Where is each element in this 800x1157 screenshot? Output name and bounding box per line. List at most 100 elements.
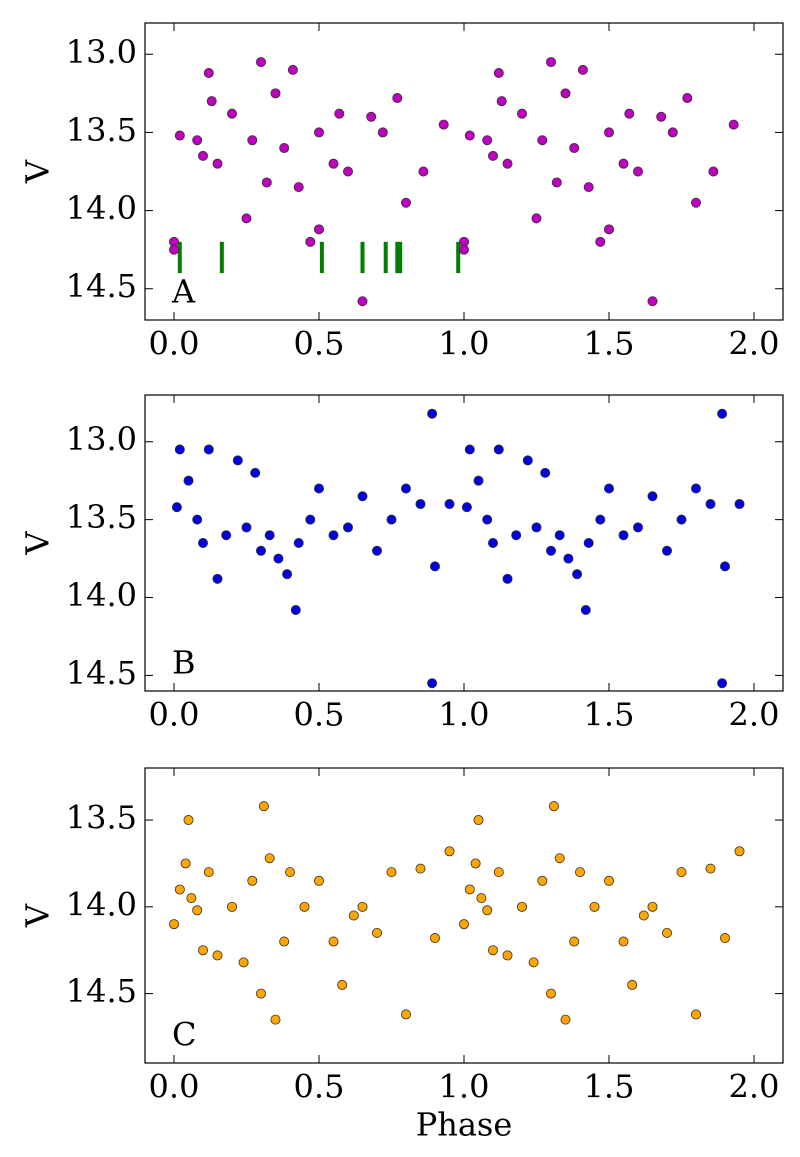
data-point bbox=[502, 573, 513, 584]
y-tick-label: 14.0 bbox=[66, 885, 137, 923]
y-tick-label: 13.5 bbox=[66, 799, 137, 837]
y-axis-label: V bbox=[19, 159, 57, 184]
data-point bbox=[255, 988, 266, 999]
data-point bbox=[212, 158, 223, 169]
data-point bbox=[473, 475, 484, 486]
data-point bbox=[476, 893, 487, 904]
data-point bbox=[386, 514, 397, 525]
data-point bbox=[575, 867, 586, 878]
data-point bbox=[560, 88, 571, 99]
data-point bbox=[624, 108, 635, 119]
data-point bbox=[583, 182, 594, 193]
x-axis-label: Phase bbox=[416, 1106, 513, 1144]
data-point bbox=[264, 530, 275, 541]
y-tick-label: 14.0 bbox=[66, 576, 137, 614]
data-point bbox=[247, 875, 258, 886]
data-point bbox=[197, 150, 208, 161]
data-point bbox=[493, 68, 504, 79]
data-point bbox=[273, 553, 284, 564]
data-point bbox=[180, 858, 191, 869]
data-point bbox=[717, 408, 728, 419]
data-point bbox=[337, 979, 348, 990]
data-point bbox=[427, 678, 438, 689]
data-point bbox=[461, 502, 472, 513]
data-point bbox=[342, 522, 353, 533]
x-tick-label: 1.5 bbox=[584, 696, 635, 734]
data-point bbox=[305, 514, 316, 525]
data-point bbox=[633, 522, 644, 533]
y-tick-label: 13.5 bbox=[66, 111, 137, 149]
data-point bbox=[691, 197, 702, 208]
y-tick-label: 14.5 bbox=[66, 267, 137, 305]
data-point bbox=[392, 93, 403, 104]
data-point bbox=[548, 801, 559, 812]
data-point bbox=[293, 538, 304, 549]
data-point bbox=[313, 127, 324, 138]
data-point bbox=[197, 538, 208, 549]
plot-frame bbox=[144, 394, 784, 692]
data-point bbox=[186, 893, 197, 904]
x-tick-label: 0.0 bbox=[149, 1068, 200, 1106]
data-point bbox=[482, 905, 493, 916]
y-tick-label: 14.5 bbox=[66, 654, 137, 692]
data-point bbox=[482, 514, 493, 525]
data-point bbox=[171, 502, 182, 513]
data-point bbox=[284, 867, 295, 878]
data-point bbox=[279, 936, 290, 947]
data-point bbox=[464, 884, 475, 895]
data-point bbox=[618, 936, 629, 947]
data-point bbox=[595, 514, 606, 525]
data-point bbox=[366, 111, 377, 122]
x-tick-label: 1.0 bbox=[439, 1068, 490, 1106]
data-point bbox=[444, 846, 455, 857]
data-point bbox=[502, 158, 513, 169]
data-point bbox=[647, 901, 658, 912]
data-point bbox=[250, 467, 261, 478]
data-point bbox=[299, 901, 310, 912]
data-point bbox=[563, 553, 574, 564]
data-point bbox=[633, 166, 644, 177]
data-point bbox=[282, 569, 293, 580]
y-tick-label: 13.5 bbox=[66, 498, 137, 536]
data-point bbox=[502, 950, 513, 961]
data-point bbox=[647, 296, 658, 307]
data-point bbox=[357, 491, 368, 502]
data-point bbox=[517, 901, 528, 912]
x-tick-label: 1.5 bbox=[584, 325, 635, 363]
data-point bbox=[174, 130, 185, 141]
panel: 0.0 0.5 1.0 1.5 2.0 13.0 13.5 14.0 14.5 A V bbox=[19, 22, 784, 363]
data-point bbox=[458, 244, 469, 255]
x-tick-label: 0.5 bbox=[294, 325, 345, 363]
data-point bbox=[720, 561, 731, 572]
data-point bbox=[487, 945, 498, 956]
data-point bbox=[371, 927, 382, 938]
data-point bbox=[487, 538, 498, 549]
data-point bbox=[720, 933, 731, 944]
data-point bbox=[305, 236, 316, 247]
data-point bbox=[328, 936, 339, 947]
data-point bbox=[589, 901, 600, 912]
data-point bbox=[580, 604, 591, 615]
x-tick-label: 2.0 bbox=[729, 325, 780, 363]
y-tick-label: 13.0 bbox=[66, 33, 137, 71]
x-tick-label: 2.0 bbox=[729, 1068, 780, 1106]
data-point bbox=[429, 561, 440, 572]
data-point bbox=[342, 166, 353, 177]
data-point bbox=[168, 919, 179, 930]
data-point bbox=[662, 927, 673, 938]
data-point bbox=[734, 499, 745, 510]
data-point bbox=[511, 530, 522, 541]
data-point bbox=[482, 135, 493, 146]
data-point bbox=[386, 867, 397, 878]
data-point bbox=[569, 143, 580, 154]
data-point bbox=[438, 119, 449, 130]
data-point bbox=[618, 158, 629, 169]
data-point bbox=[192, 135, 203, 146]
x-tick-label: 1.5 bbox=[584, 1068, 635, 1106]
data-point bbox=[473, 815, 484, 826]
y-tick-label: 13.0 bbox=[66, 420, 137, 458]
data-point bbox=[604, 127, 615, 138]
data-point bbox=[444, 499, 455, 510]
data-point bbox=[734, 846, 745, 857]
x-tick-label: 0.0 bbox=[149, 696, 200, 734]
